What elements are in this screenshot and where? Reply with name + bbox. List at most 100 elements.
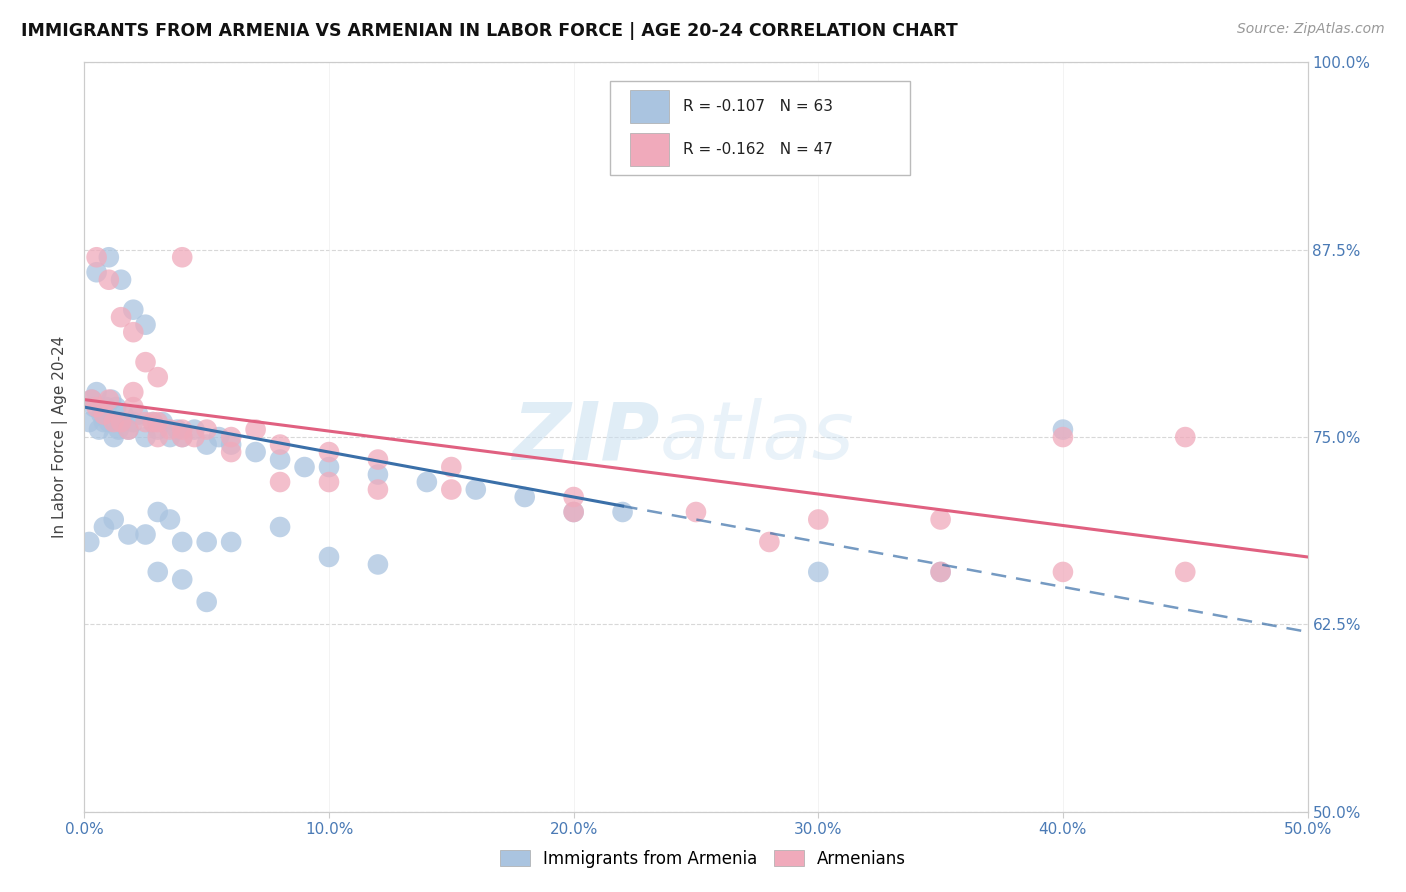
Point — [172, 423, 194, 437]
Point — [117, 423, 139, 437]
Point — [269, 475, 291, 489]
Point — [112, 408, 135, 422]
Point — [142, 415, 165, 429]
Point — [117, 527, 139, 541]
Point — [367, 452, 389, 467]
Point — [562, 490, 585, 504]
Point — [183, 430, 205, 444]
Point — [612, 505, 634, 519]
Y-axis label: In Labor Force | Age 20-24: In Labor Force | Age 20-24 — [52, 336, 69, 538]
Point — [269, 520, 291, 534]
Point — [146, 565, 169, 579]
Point — [464, 483, 486, 497]
Point — [367, 483, 389, 497]
Point — [146, 415, 169, 429]
Point — [152, 415, 174, 429]
Point — [416, 475, 439, 489]
Point — [83, 400, 105, 414]
Point — [562, 505, 585, 519]
Point — [122, 302, 145, 317]
Point — [86, 250, 108, 264]
Text: IMMIGRANTS FROM ARMENIA VS ARMENIAN IN LABOR FORCE | AGE 20-24 CORRELATION CHART: IMMIGRANTS FROM ARMENIA VS ARMENIAN IN L… — [21, 22, 957, 40]
Point — [93, 408, 115, 422]
Point — [93, 415, 115, 429]
Point — [685, 505, 707, 519]
Point — [195, 423, 218, 437]
Point — [146, 370, 169, 384]
Point — [269, 452, 291, 467]
Text: R = -0.107   N = 63: R = -0.107 N = 63 — [682, 99, 832, 114]
Point — [122, 325, 145, 339]
Point — [318, 460, 340, 475]
Point — [1174, 430, 1197, 444]
Point — [318, 549, 340, 564]
Legend: Immigrants from Armenia, Armenians: Immigrants from Armenia, Armenians — [494, 844, 912, 875]
Point — [97, 392, 120, 407]
Point — [318, 445, 340, 459]
Point — [122, 400, 145, 414]
Point — [208, 430, 231, 444]
Point — [245, 445, 267, 459]
Point — [135, 415, 157, 429]
Point — [219, 437, 242, 451]
Point — [122, 415, 145, 429]
Point — [135, 527, 157, 541]
Point — [135, 318, 157, 332]
Point — [100, 392, 122, 407]
Point — [195, 595, 218, 609]
Point — [219, 535, 242, 549]
Point — [146, 423, 169, 437]
Text: ZIP: ZIP — [512, 398, 659, 476]
Point — [513, 490, 536, 504]
Point — [110, 415, 132, 429]
Point — [758, 535, 780, 549]
Point — [440, 483, 463, 497]
FancyBboxPatch shape — [630, 90, 669, 123]
Point — [146, 505, 169, 519]
Point — [135, 355, 157, 369]
Point — [172, 535, 194, 549]
Point — [146, 430, 169, 444]
Point — [96, 400, 118, 414]
Point — [929, 565, 952, 579]
Point — [86, 400, 108, 414]
Point — [172, 430, 194, 444]
Point — [1052, 565, 1074, 579]
Point — [103, 430, 125, 444]
Point — [562, 505, 585, 519]
Point — [97, 250, 120, 264]
Point — [103, 512, 125, 526]
Point — [172, 430, 194, 444]
Point — [135, 430, 157, 444]
Point — [86, 385, 108, 400]
Point — [110, 310, 132, 325]
Point — [318, 475, 340, 489]
Point — [117, 423, 139, 437]
Point — [107, 423, 129, 437]
Point — [807, 512, 830, 526]
Point — [159, 430, 181, 444]
Point — [159, 423, 181, 437]
Point — [172, 573, 194, 587]
Point — [77, 415, 100, 429]
Point — [90, 408, 112, 422]
Point — [367, 467, 389, 482]
Point — [87, 423, 110, 437]
Point — [929, 512, 952, 526]
Point — [929, 565, 952, 579]
Point — [80, 392, 103, 407]
Point — [1052, 430, 1074, 444]
Point — [440, 460, 463, 475]
Point — [183, 423, 205, 437]
Text: R = -0.162   N = 47: R = -0.162 N = 47 — [682, 142, 832, 157]
Point — [219, 445, 242, 459]
Point — [1174, 565, 1197, 579]
Text: atlas: atlas — [659, 398, 853, 476]
Point — [195, 535, 218, 549]
Point — [195, 437, 218, 451]
FancyBboxPatch shape — [630, 133, 669, 166]
Text: Source: ZipAtlas.com: Source: ZipAtlas.com — [1237, 22, 1385, 37]
Point — [105, 400, 128, 414]
Point — [219, 430, 242, 444]
Point — [110, 415, 132, 429]
